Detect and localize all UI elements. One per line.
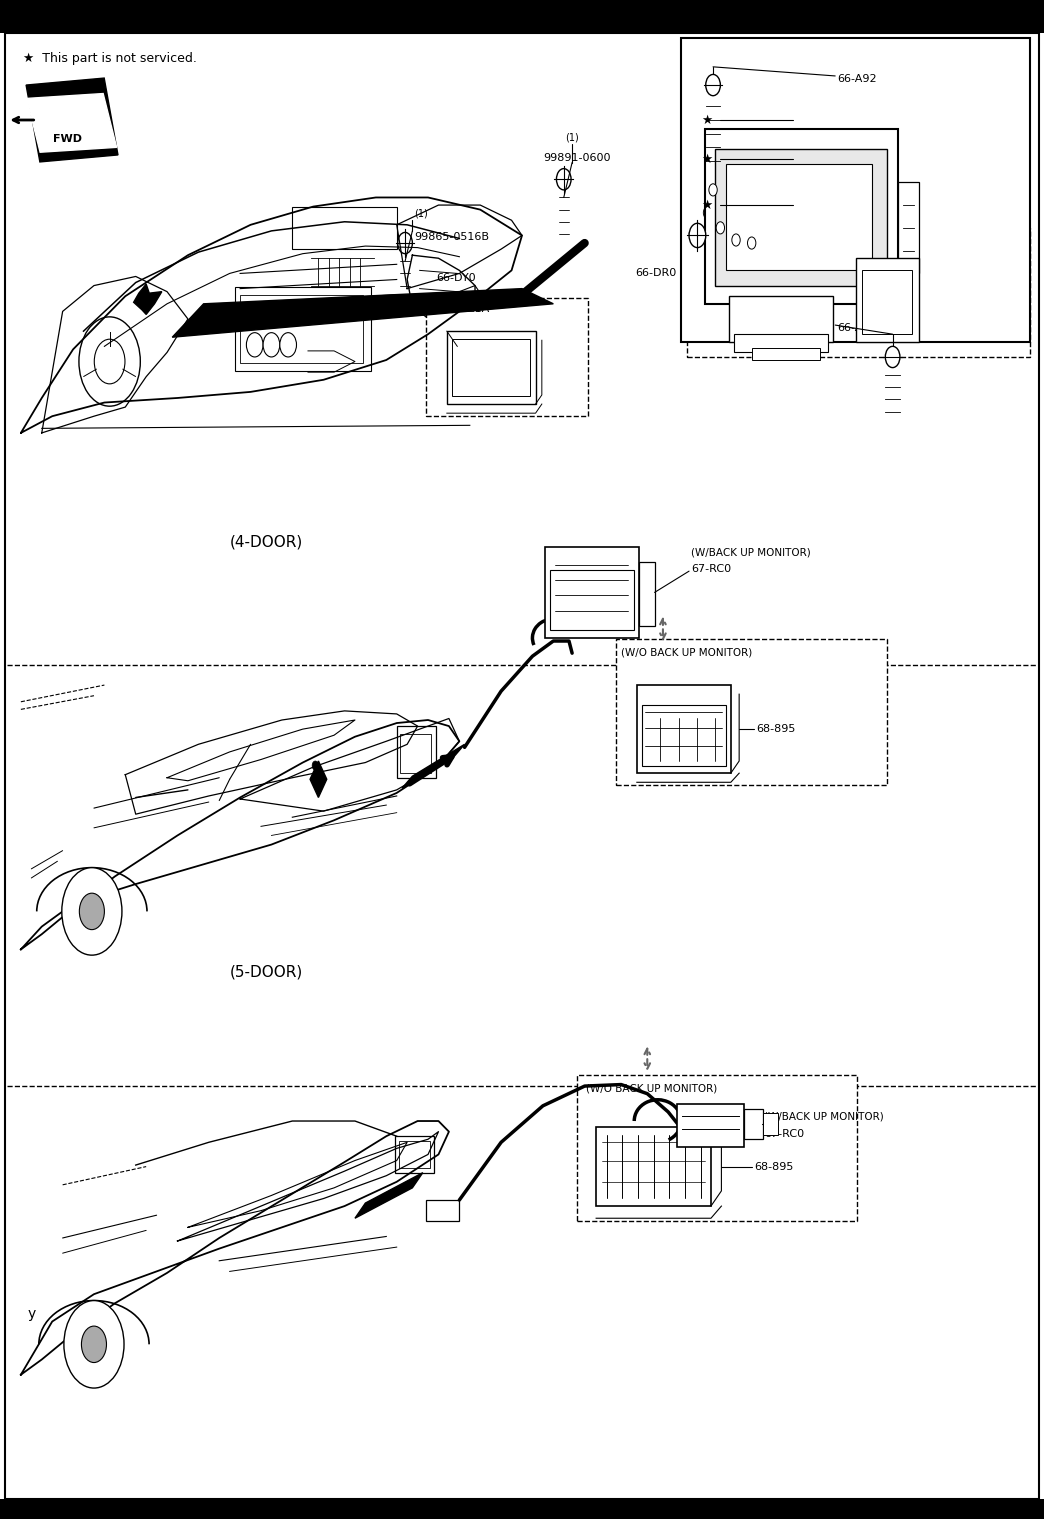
- Text: (W/O BACK UP MONITOR): (W/O BACK UP MONITOR): [621, 647, 753, 658]
- Bar: [642, 705, 726, 766]
- Bar: [726, 164, 872, 270]
- Text: 99865-0516B: 99865-0516B: [414, 232, 490, 243]
- Text: (W/O BACK UP MONITOR): (W/O BACK UP MONITOR): [586, 1083, 717, 1094]
- Text: 66-A92: 66-A92: [837, 74, 877, 84]
- Bar: [687, 228, 1030, 357]
- Ellipse shape: [689, 223, 706, 248]
- Polygon shape: [310, 761, 327, 797]
- Ellipse shape: [246, 333, 263, 357]
- Text: 68-895: 68-895: [756, 725, 796, 734]
- Text: (4-DOOR): (4-DOOR): [230, 535, 303, 550]
- Bar: [705, 129, 898, 304]
- Text: ★: ★: [702, 153, 713, 166]
- Bar: [0, 1499, 1044, 1519]
- Bar: [400, 734, 431, 773]
- Bar: [395, 1136, 434, 1173]
- Text: 66-DR0: 66-DR0: [635, 269, 677, 278]
- Bar: [426, 1200, 459, 1221]
- Polygon shape: [134, 284, 162, 314]
- Text: FWD: FWD: [53, 135, 81, 144]
- Polygon shape: [172, 289, 553, 337]
- Ellipse shape: [312, 761, 318, 770]
- Text: (W/BACK UP MONITOR): (W/BACK UP MONITOR): [764, 1110, 884, 1121]
- Text: (5-DOOR): (5-DOOR): [230, 965, 303, 980]
- Bar: [452, 339, 530, 396]
- Bar: [639, 562, 655, 626]
- Text: ★  This part is not serviced.: ★ This part is not serviced.: [23, 52, 197, 65]
- Text: 66-A92: 66-A92: [837, 324, 877, 333]
- Polygon shape: [27, 94, 117, 152]
- Polygon shape: [355, 1173, 423, 1218]
- Text: 67-RC0: 67-RC0: [764, 1129, 804, 1139]
- Ellipse shape: [732, 234, 740, 246]
- Text: ★: ★: [702, 114, 713, 126]
- Text: (1): (1): [565, 132, 579, 143]
- Bar: [462, 301, 481, 319]
- Ellipse shape: [709, 184, 717, 196]
- Ellipse shape: [79, 893, 104, 930]
- Bar: [734, 334, 828, 352]
- Text: 66-DY0: 66-DY0: [436, 273, 476, 284]
- Text: y: y: [27, 1306, 35, 1322]
- Ellipse shape: [62, 867, 122, 955]
- Ellipse shape: [79, 317, 140, 406]
- Bar: [545, 547, 639, 638]
- Ellipse shape: [263, 333, 280, 357]
- Ellipse shape: [716, 222, 725, 234]
- Bar: [577, 1075, 857, 1221]
- Bar: [729, 296, 833, 342]
- Bar: [856, 258, 919, 342]
- Bar: [715, 149, 887, 286]
- Ellipse shape: [64, 1300, 124, 1388]
- Text: ★: ★: [702, 199, 713, 211]
- Text: 99891-0600: 99891-0600: [543, 152, 611, 163]
- Polygon shape: [402, 744, 465, 788]
- Bar: [426, 298, 588, 416]
- Bar: [292, 207, 397, 249]
- Text: 67-RC0: 67-RC0: [691, 564, 731, 574]
- Bar: [235, 287, 371, 371]
- Text: 68-895: 68-895: [754, 1162, 793, 1171]
- Text: (2): (2): [702, 207, 715, 217]
- Ellipse shape: [748, 237, 756, 249]
- Ellipse shape: [885, 346, 900, 368]
- Bar: [240, 295, 363, 363]
- Ellipse shape: [398, 232, 412, 254]
- Text: (1): (1): [414, 208, 428, 219]
- Ellipse shape: [94, 339, 125, 384]
- Bar: [763, 1113, 778, 1135]
- Text: 99891-0600: 99891-0600: [687, 231, 755, 242]
- Bar: [616, 639, 887, 785]
- Bar: [898, 182, 919, 273]
- Bar: [550, 570, 634, 630]
- Polygon shape: [26, 77, 118, 163]
- Bar: [0, 0, 1044, 33]
- Text: 66-EZ1A: 66-EZ1A: [443, 304, 490, 314]
- Bar: [681, 38, 1030, 342]
- Ellipse shape: [280, 333, 296, 357]
- Ellipse shape: [81, 1326, 106, 1363]
- Bar: [637, 685, 731, 773]
- Bar: [677, 1104, 744, 1147]
- Bar: [752, 348, 820, 360]
- Text: (W/BACK UP MONITOR): (W/BACK UP MONITOR): [691, 547, 811, 557]
- Bar: [447, 331, 536, 404]
- Bar: [744, 1109, 763, 1139]
- Bar: [399, 1141, 430, 1168]
- Bar: [397, 726, 436, 778]
- Bar: [596, 1127, 711, 1206]
- Ellipse shape: [706, 74, 720, 96]
- Bar: [862, 270, 912, 334]
- Ellipse shape: [556, 169, 571, 190]
